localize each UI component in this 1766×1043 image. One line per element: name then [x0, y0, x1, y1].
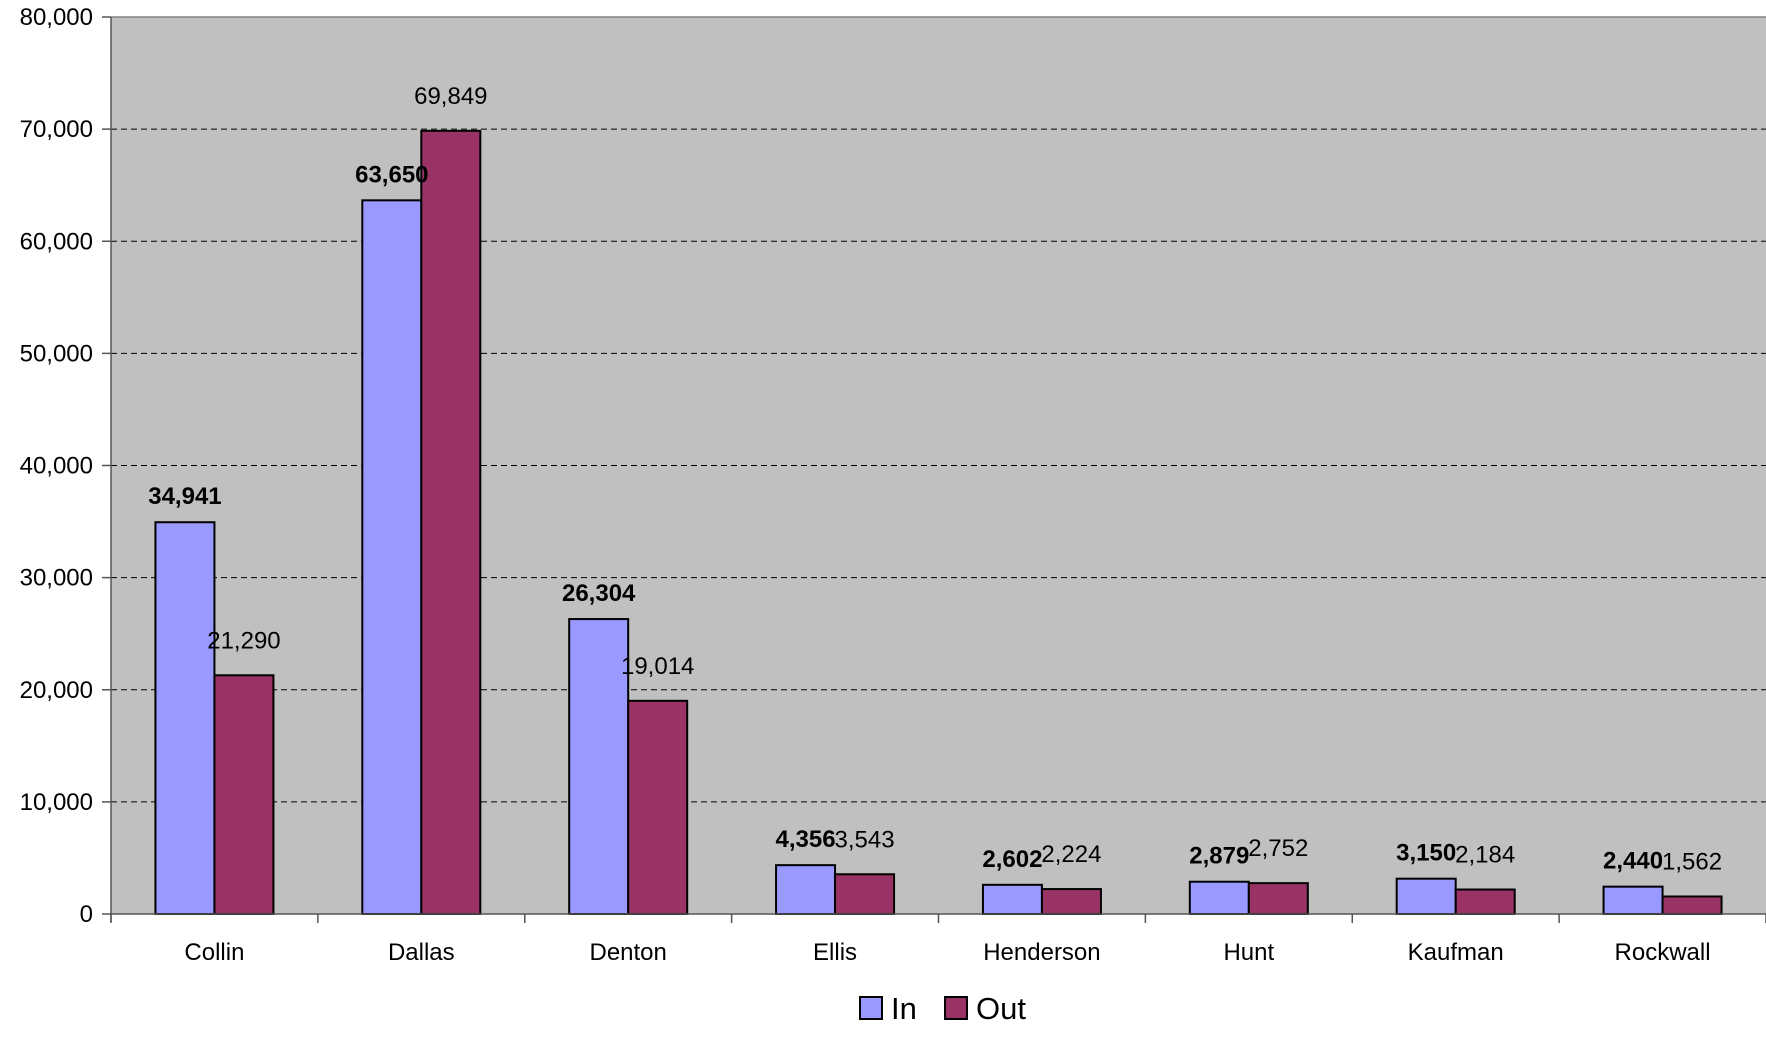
- y-tick-label: 30,000: [20, 565, 93, 592]
- data-label-out: 19,014: [621, 653, 694, 680]
- plot-area: [111, 17, 1766, 914]
- y-tick-label: 20,000: [20, 677, 93, 704]
- bar-out: [213, 674, 275, 916]
- category-label: Rockwall: [1615, 939, 1711, 966]
- data-label-in: 2,440: [1603, 848, 1663, 875]
- bar-in: [361, 199, 423, 915]
- bar-out: [1661, 895, 1723, 916]
- data-label-out: 21,290: [207, 627, 280, 654]
- bar-out: [627, 699, 689, 916]
- bar-out: [420, 129, 482, 915]
- data-label-in: 2,602: [982, 846, 1042, 873]
- category-label: Kaufman: [1408, 939, 1504, 966]
- y-tick-label: 70,000: [20, 116, 93, 143]
- y-tick-label: 40,000: [20, 453, 93, 480]
- bar-out: [1040, 888, 1102, 916]
- y-tick-label: 80,000: [20, 4, 93, 31]
- data-label-out: 2,752: [1248, 835, 1308, 862]
- bar-in: [568, 618, 630, 915]
- axes: 0 10,000 20,000 30,000 40,000 50,000 60,000 70,…: [20, 4, 1766, 966]
- data-label-in: 34,941: [148, 483, 221, 510]
- data-label-out: 2,184: [1455, 842, 1515, 869]
- data-label-out: 3,543: [835, 826, 895, 853]
- bar-in: [1602, 885, 1664, 915]
- data-label-in: 63,650: [355, 161, 428, 188]
- data-label-out: 2,224: [1041, 841, 1101, 868]
- bar-out: [1247, 882, 1309, 915]
- category-label: Dallas: [388, 939, 455, 966]
- category-label: Henderson: [983, 939, 1100, 966]
- legend-label-in: In: [891, 991, 917, 1026]
- category-label: Hunt: [1223, 939, 1274, 966]
- data-label-out: 69,849: [414, 83, 487, 110]
- legend-swatch-out: [944, 996, 968, 1020]
- y-tick-label: 0: [80, 901, 93, 928]
- legend-swatch-in: [859, 996, 883, 1020]
- category-label: Denton: [589, 939, 666, 966]
- data-labels: 34,941 21,290 63,650 69,849 26,304 19,014 4,35…: [148, 83, 1722, 876]
- data-label-in: 3,150: [1396, 840, 1456, 867]
- category-label: Ellis: [813, 939, 857, 966]
- bar-in: [1188, 880, 1250, 916]
- bar-in: [981, 883, 1043, 915]
- data-label-in: 2,879: [1189, 843, 1249, 870]
- legend-label-out: Out: [976, 991, 1026, 1026]
- bar-in: [154, 521, 216, 916]
- data-label-in: 26,304: [562, 580, 636, 607]
- y-tick-label: 50,000: [20, 340, 93, 367]
- y-tick-label: 60,000: [20, 228, 93, 255]
- data-label-in: 4,356: [776, 826, 836, 853]
- bar-in: [775, 864, 837, 915]
- bar-in: [1395, 877, 1457, 915]
- data-label-out: 1,562: [1662, 848, 1722, 875]
- bars: [154, 129, 1723, 916]
- bar-out: [1454, 888, 1516, 916]
- category-label: Collin: [184, 939, 244, 966]
- y-tick-label: 10,000: [20, 789, 93, 816]
- bar-out: [834, 873, 896, 915]
- legend: In Out: [859, 991, 1026, 1026]
